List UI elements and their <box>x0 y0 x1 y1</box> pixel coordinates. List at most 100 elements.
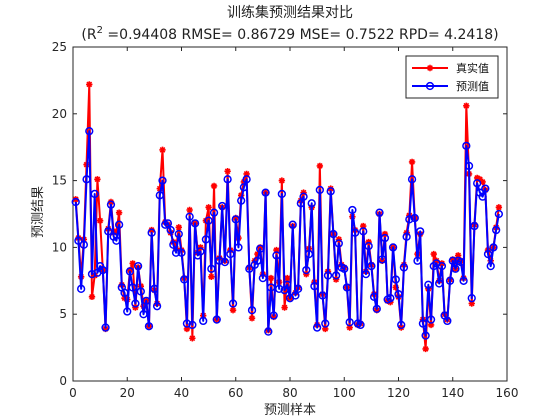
data-point <box>413 256 422 265</box>
legend-marker <box>426 64 434 72</box>
data-point <box>210 182 218 190</box>
data-point <box>445 276 455 285</box>
data-point <box>361 269 371 279</box>
data-point <box>421 331 430 340</box>
data-point <box>416 227 425 236</box>
subtitle-superscript: 2 <box>97 25 103 36</box>
data-point <box>468 300 475 307</box>
data-point <box>199 316 208 326</box>
plot-area <box>71 81 504 353</box>
data-point <box>76 284 86 293</box>
data-point <box>248 315 256 322</box>
data-point <box>256 244 264 251</box>
data-point <box>364 241 373 251</box>
data-point <box>281 304 288 311</box>
data-point <box>316 162 324 170</box>
data-point <box>463 102 470 109</box>
data-point <box>79 240 88 249</box>
data-point <box>189 335 196 342</box>
series-line-1 <box>74 130 500 337</box>
data-point <box>150 284 159 293</box>
data-point <box>142 296 151 305</box>
data-point <box>494 209 504 219</box>
data-point <box>114 220 124 229</box>
data-point <box>326 187 335 196</box>
data-point <box>399 263 409 272</box>
data-point <box>430 250 437 258</box>
x-tick-label: 100 <box>333 386 356 400</box>
data-point <box>459 276 468 285</box>
data-point <box>256 244 265 253</box>
data-point <box>177 248 186 257</box>
subtitle-prefix: (R <box>81 27 96 43</box>
series-1 <box>71 127 504 340</box>
data-point <box>112 236 121 245</box>
data-point <box>144 322 154 331</box>
data-point <box>152 302 162 311</box>
data-point <box>486 261 495 271</box>
data-point <box>136 287 145 296</box>
data-point <box>133 261 143 271</box>
data-point <box>115 209 123 216</box>
data-point <box>223 175 232 184</box>
data-point <box>424 280 433 289</box>
data-point <box>247 306 257 315</box>
data-point <box>473 179 482 188</box>
data-point <box>427 321 435 329</box>
data-point <box>391 275 400 284</box>
legend-marker <box>425 81 435 91</box>
data-point <box>397 320 406 330</box>
data-point <box>166 225 175 235</box>
data-point <box>212 315 221 324</box>
data-point <box>74 236 83 245</box>
data-point <box>158 176 167 185</box>
y-tick-label: 5 <box>59 307 67 321</box>
data-point <box>422 345 429 353</box>
data-point <box>126 266 134 274</box>
data-point <box>277 189 287 199</box>
data-point <box>183 325 191 333</box>
data-point <box>208 273 215 280</box>
data-point <box>470 221 479 231</box>
data-point <box>231 215 240 224</box>
data-point <box>237 196 246 205</box>
data-point <box>207 264 216 273</box>
data-point <box>245 264 254 273</box>
data-point <box>378 255 387 264</box>
data-point <box>86 81 93 88</box>
data-point <box>243 170 250 178</box>
y-tick-label: 15 <box>52 174 67 188</box>
data-point <box>334 239 343 248</box>
data-point <box>270 313 277 321</box>
data-point <box>307 199 316 208</box>
data-point <box>147 228 156 237</box>
data-point <box>218 201 227 211</box>
data-point <box>331 271 341 280</box>
data-point <box>237 192 245 199</box>
data-point <box>456 257 466 267</box>
data-point <box>229 306 237 314</box>
data-point <box>348 205 357 215</box>
data-point <box>448 256 457 265</box>
data-point <box>228 299 238 308</box>
data-point <box>258 273 268 283</box>
data-point <box>346 324 353 331</box>
data-point <box>350 228 360 237</box>
data-point <box>359 227 368 236</box>
data-point <box>372 304 381 314</box>
data-point <box>128 283 137 292</box>
data-point <box>174 229 183 239</box>
data-point <box>283 280 292 289</box>
data-point <box>101 323 110 332</box>
data-point <box>201 235 211 244</box>
data-point <box>96 217 104 224</box>
y-tick-label: 0 <box>59 374 67 388</box>
data-point <box>392 284 399 291</box>
chart-title: 训练集预测结果对比 <box>227 4 353 21</box>
data-point <box>405 215 414 224</box>
data-point <box>186 206 193 214</box>
data-point <box>113 228 120 235</box>
data-point <box>367 261 376 271</box>
data-point <box>360 222 367 230</box>
